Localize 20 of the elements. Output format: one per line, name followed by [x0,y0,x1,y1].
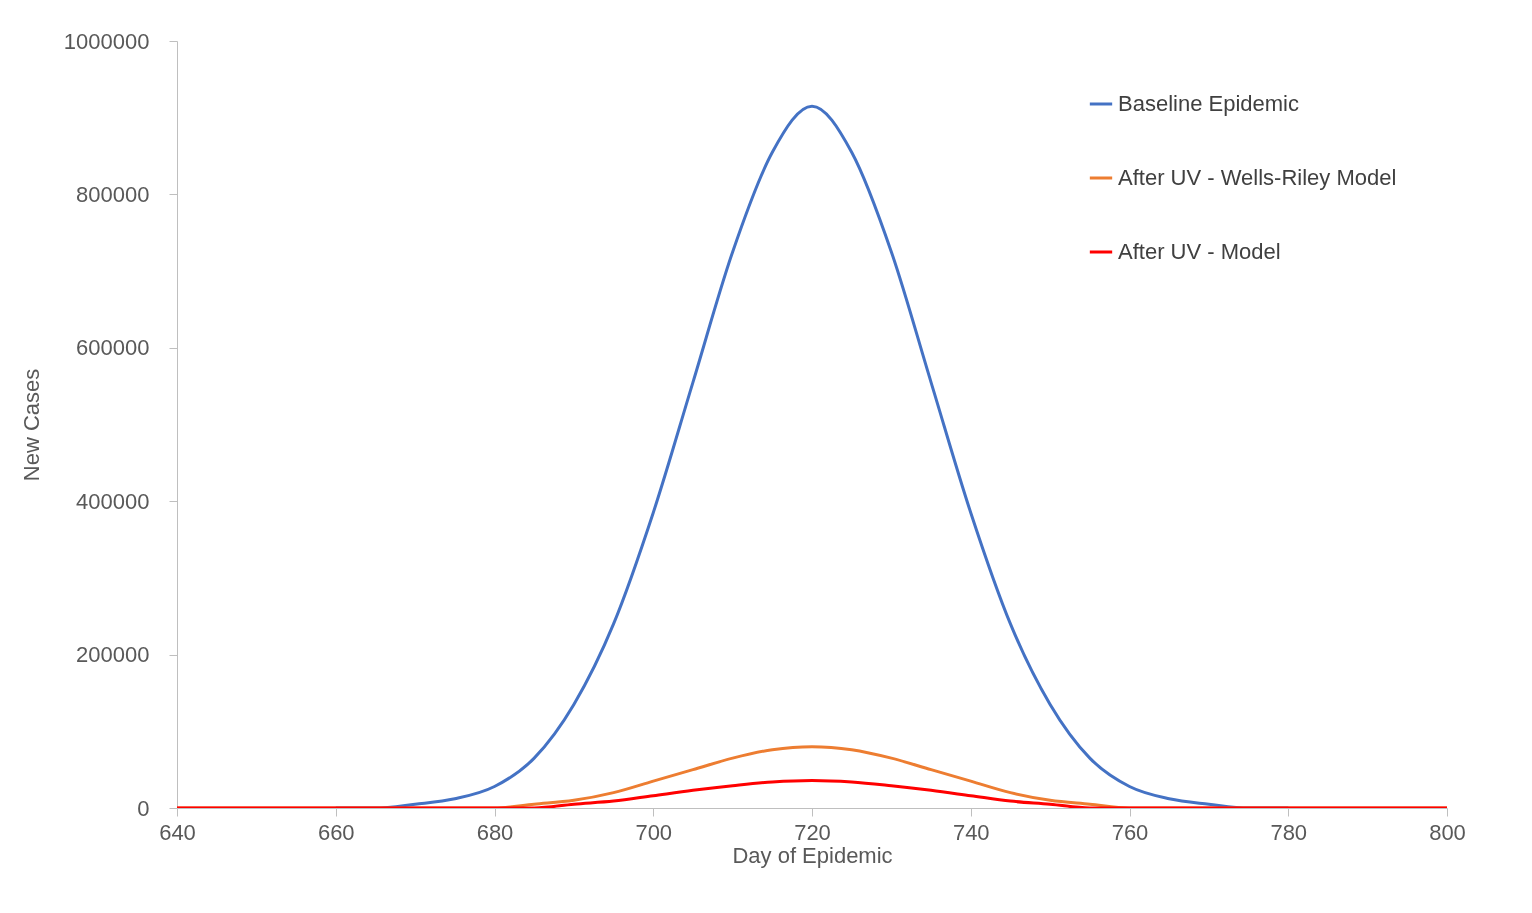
legend-label: After UV - Model [1118,239,1281,264]
y-tick-label: 1000000 [63,28,150,54]
x-tick-label: 680 [476,819,514,845]
y-axis-title: New Cases [18,368,44,482]
x-tick-label: 780 [1270,819,1308,845]
x-tick-label: 660 [317,819,355,845]
x-tick-label: 640 [159,819,196,845]
y-tick-label: 0 [137,795,150,821]
y-tick-label: 800000 [76,181,150,207]
x-tick-label: 740 [952,819,990,845]
y-tick-label: 600000 [76,335,150,361]
x-tick-label: 700 [635,819,673,845]
x-tick-label: 800 [1429,819,1466,845]
x-tick-label: 760 [1111,819,1149,845]
y-tick-label: 200000 [76,642,150,668]
x-axis-title: Day of Epidemic [732,842,893,868]
legend-label: After UV - Wells-Riley Model [1118,165,1397,190]
x-tick-label: 720 [794,819,831,845]
legend-label: Baseline Epidemic [1118,91,1299,116]
y-tick-label: 400000 [76,488,150,514]
